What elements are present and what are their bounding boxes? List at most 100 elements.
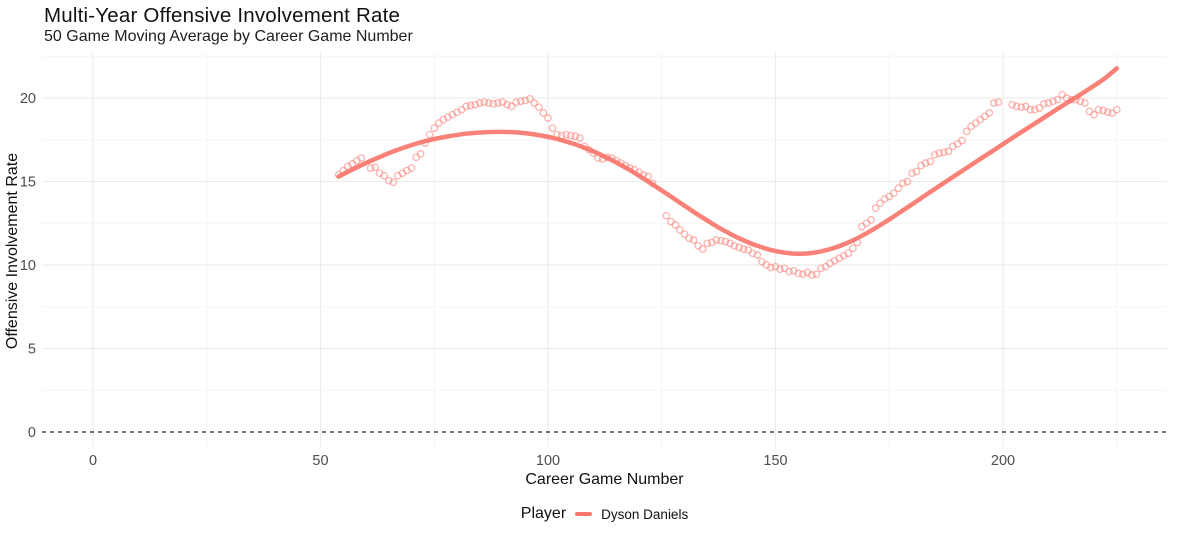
scatter-point: [867, 216, 875, 224]
x-tick-label: 0: [89, 453, 97, 469]
scatter-point: [698, 245, 707, 253]
scatter-point: [548, 124, 557, 132]
y-axis-title: Offensive Involvement Rate: [4, 152, 21, 350]
scatter-point: [812, 270, 821, 279]
scatter-point: [430, 124, 439, 132]
scatter-point: [671, 221, 680, 229]
scatter-point: [471, 100, 480, 109]
legend-entry-label: Dyson Daniels: [601, 506, 689, 522]
scatter-point: [685, 234, 693, 243]
scatter-point: [575, 134, 584, 142]
scatter-point: [735, 243, 743, 252]
y-tick-label: 5: [28, 342, 36, 358]
scatter-point: [889, 189, 898, 198]
scatter-point: [1044, 99, 1053, 107]
scatter-point: [1030, 105, 1039, 114]
scatter-point: [912, 167, 921, 176]
scatter-point: [798, 270, 807, 279]
legend-line-swatch: [575, 512, 593, 516]
scatter-point: [908, 169, 916, 178]
scatter-point: [530, 99, 539, 107]
y-tick-label: 20: [20, 91, 36, 107]
scatter-point: [1012, 102, 1021, 111]
scatter-point: [1017, 103, 1026, 112]
chart-subtitle: 50 Game Moving Average by Career Game Nu…: [44, 28, 413, 45]
scatter-point: [539, 109, 548, 117]
scatter-point: [758, 257, 766, 266]
x-axis-title: Career Game Number: [525, 471, 684, 488]
scatter-point: [876, 199, 884, 208]
scatter-point: [1035, 104, 1044, 112]
scatter-point: [894, 184, 903, 193]
scatter-point: [357, 154, 366, 162]
scatter-point: [484, 99, 493, 107]
scatter-point: [366, 164, 375, 172]
scatter-point: [817, 264, 825, 273]
scatter-point: [730, 241, 739, 250]
scatter-point: [844, 249, 853, 258]
scatter-point: [407, 164, 416, 172]
scatter-point: [1090, 110, 1098, 119]
x-tick-label: 100: [536, 453, 560, 469]
scatter-point: [903, 177, 912, 186]
scatter-point: [930, 150, 939, 159]
scatter-point: [1112, 105, 1121, 114]
scatter-point: [380, 171, 389, 180]
scatter-point: [1076, 97, 1085, 106]
scatter-point: [958, 136, 966, 145]
scatter-point: [990, 99, 998, 107]
scatter-point: [739, 245, 748, 253]
y-tick-label: 15: [20, 175, 36, 191]
scatter-point: [1081, 99, 1089, 107]
scatter-point: [662, 211, 671, 220]
scatter-point: [871, 204, 880, 213]
scatter-point: [1021, 102, 1030, 111]
scatter-point: [748, 249, 757, 258]
legend-title: Player: [520, 505, 567, 522]
scatter-point: [940, 148, 948, 157]
scatter-point: [849, 244, 857, 253]
scatter-point: [808, 271, 816, 279]
scatter-point: [475, 99, 484, 107]
scatter-point: [994, 98, 1003, 107]
chart-title: Multi-Year Offensive Involvement Rate: [44, 4, 401, 27]
scatter-point: [935, 149, 944, 157]
scatter-point: [667, 217, 675, 226]
scatter-point: [535, 103, 543, 112]
scatter-point: [566, 131, 575, 140]
scatter-point: [1094, 105, 1103, 114]
scatter-point: [721, 237, 730, 246]
scatter-point: [562, 130, 571, 139]
scatter-point: [571, 132, 580, 141]
scatter-point: [1008, 100, 1016, 109]
scatter-point: [980, 112, 989, 121]
scatter-point: [389, 178, 398, 187]
scatter-point: [785, 267, 793, 276]
scatter-point: [776, 265, 784, 274]
scatter-point: [689, 236, 698, 244]
scatter-point: [717, 236, 725, 245]
scatter-point: [712, 236, 721, 244]
y-tick-label: 0: [28, 425, 36, 441]
scatter-point: [384, 176, 393, 185]
scatter-point: [462, 102, 470, 111]
scatter-point: [753, 251, 762, 259]
scatter-point: [926, 157, 935, 166]
scatter-point: [416, 150, 425, 158]
scatter-point: [489, 99, 498, 108]
scatter-point: [544, 114, 552, 122]
x-tick-label: 200: [991, 453, 1015, 469]
y-tick-label: 10: [20, 258, 36, 274]
scatter-point: [1099, 106, 1107, 115]
scatter-point: [921, 159, 930, 167]
scatter-point: [1103, 108, 1112, 117]
scatter-point: [507, 102, 516, 111]
scatter-point: [780, 264, 789, 273]
scatter-point: [794, 269, 803, 278]
scatter-point: [503, 100, 511, 109]
scatter-point: [899, 179, 907, 188]
scatter-point: [466, 101, 475, 110]
scatter-point: [703, 239, 712, 248]
